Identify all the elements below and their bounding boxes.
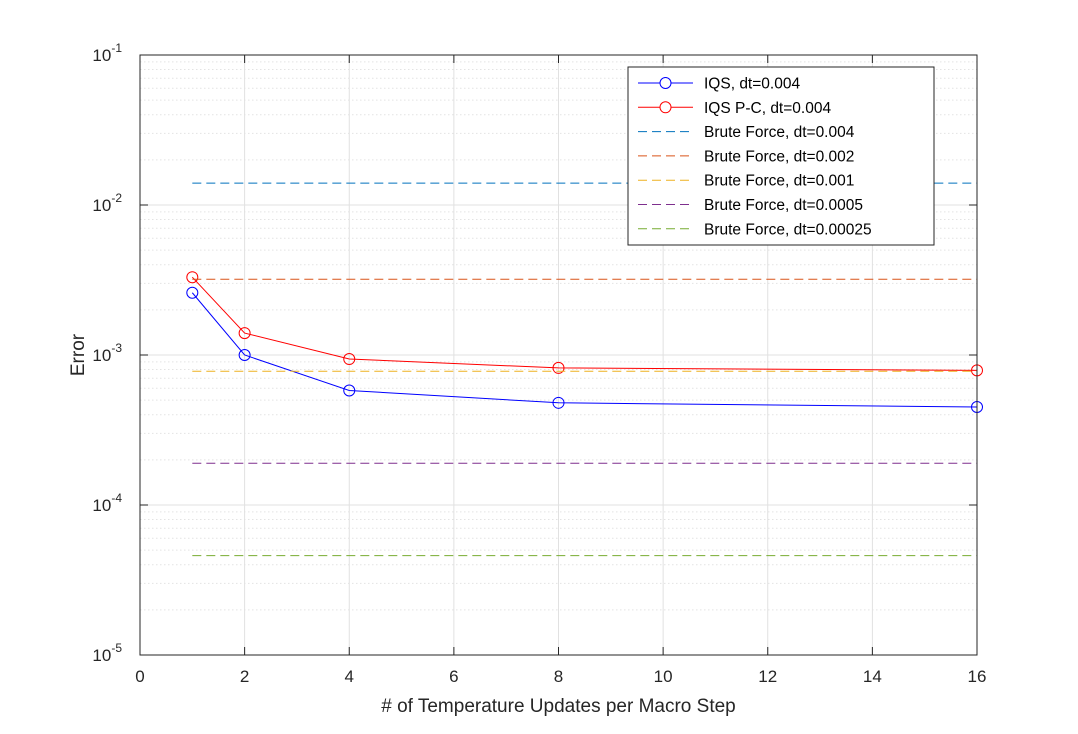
x-tick-label: 6 xyxy=(449,667,458,686)
series xyxy=(186,271,983,377)
y-tick-label: 10-1 xyxy=(92,41,122,65)
x-tick-label: 4 xyxy=(345,667,354,686)
legend-item: IQS, dt=0.004 xyxy=(638,76,800,93)
legend-item: IQS P-C, dt=0.004 xyxy=(638,100,831,117)
series-line xyxy=(191,292,978,408)
y-tick-base: 10 xyxy=(92,496,111,515)
y-axis-ticks: 10-510-410-310-210-1 xyxy=(92,41,977,665)
data-point-marker xyxy=(186,271,199,284)
data-point-marker xyxy=(343,353,356,366)
data-point-marker xyxy=(343,384,356,397)
legend-box xyxy=(627,66,935,246)
legend-item: Brute Force, dt=0.001 xyxy=(638,173,854,190)
y-tick-base: 10 xyxy=(92,646,111,665)
y-tick-label: 10-4 xyxy=(92,491,122,515)
legend: IQS, dt=0.004 IQS P-C, dt=0.004 Brute Forc… xyxy=(627,66,935,246)
x-axis-ticks: 0 2 4 6 8 10 12 14 16 xyxy=(135,55,986,686)
series-layer xyxy=(186,182,983,557)
legend-item: Brute Force, dt=0.004 xyxy=(638,124,855,141)
series-line xyxy=(191,276,978,371)
y-tick-label: 10-3 xyxy=(92,341,122,365)
y-tick-base: 10 xyxy=(92,346,111,365)
x-tick-label: 8 xyxy=(554,667,563,686)
y-tick-exponent: -4 xyxy=(111,491,122,505)
legend-label: Brute Force, dt=0.00025 xyxy=(704,221,872,238)
data-point-marker xyxy=(238,327,251,340)
y-tick-exponent: -2 xyxy=(111,191,122,205)
x-tick-label: 16 xyxy=(968,667,987,686)
data-point-marker xyxy=(552,396,565,409)
data-point-marker xyxy=(186,286,199,299)
y-tick-exponent: -3 xyxy=(111,341,122,355)
x-tick-label: 0 xyxy=(135,667,144,686)
y-tick-base: 10 xyxy=(92,196,111,215)
y-tick-label: 10-5 xyxy=(92,641,122,665)
data-point-marker xyxy=(238,349,251,361)
legend-item: Brute Force, dt=0.0005 xyxy=(638,197,863,214)
legend-item: Brute Force, dt=0.002 xyxy=(638,148,854,165)
y-axis-label: Error xyxy=(68,333,89,376)
data-point-marker xyxy=(552,361,565,374)
x-axis-label: # of Temperature Updates per Macro Step xyxy=(381,696,736,717)
x-tick-label: 2 xyxy=(240,667,249,686)
y-tick-base: 10 xyxy=(92,46,111,65)
x-tick-label: 14 xyxy=(863,667,882,686)
legend-label: Brute Force, dt=0.002 xyxy=(704,148,854,165)
x-tick-label: 12 xyxy=(758,667,777,686)
series xyxy=(186,286,983,414)
x-tick-label: 10 xyxy=(654,667,673,686)
y-tick-label: 10-2 xyxy=(92,191,122,215)
legend-label: IQS P-C, dt=0.004 xyxy=(704,100,831,117)
legend-marker xyxy=(659,77,672,89)
legend-marker xyxy=(659,101,672,114)
legend-label: IQS, dt=0.004 xyxy=(704,76,800,93)
legend-item: Brute Force, dt=0.00025 xyxy=(638,221,872,238)
y-tick-exponent: -1 xyxy=(111,41,122,55)
y-tick-exponent: -5 xyxy=(111,641,122,655)
legend-label: Brute Force, dt=0.001 xyxy=(704,173,854,190)
legend-label: Brute Force, dt=0.004 xyxy=(704,124,855,141)
legend-label: Brute Force, dt=0.0005 xyxy=(704,197,863,214)
